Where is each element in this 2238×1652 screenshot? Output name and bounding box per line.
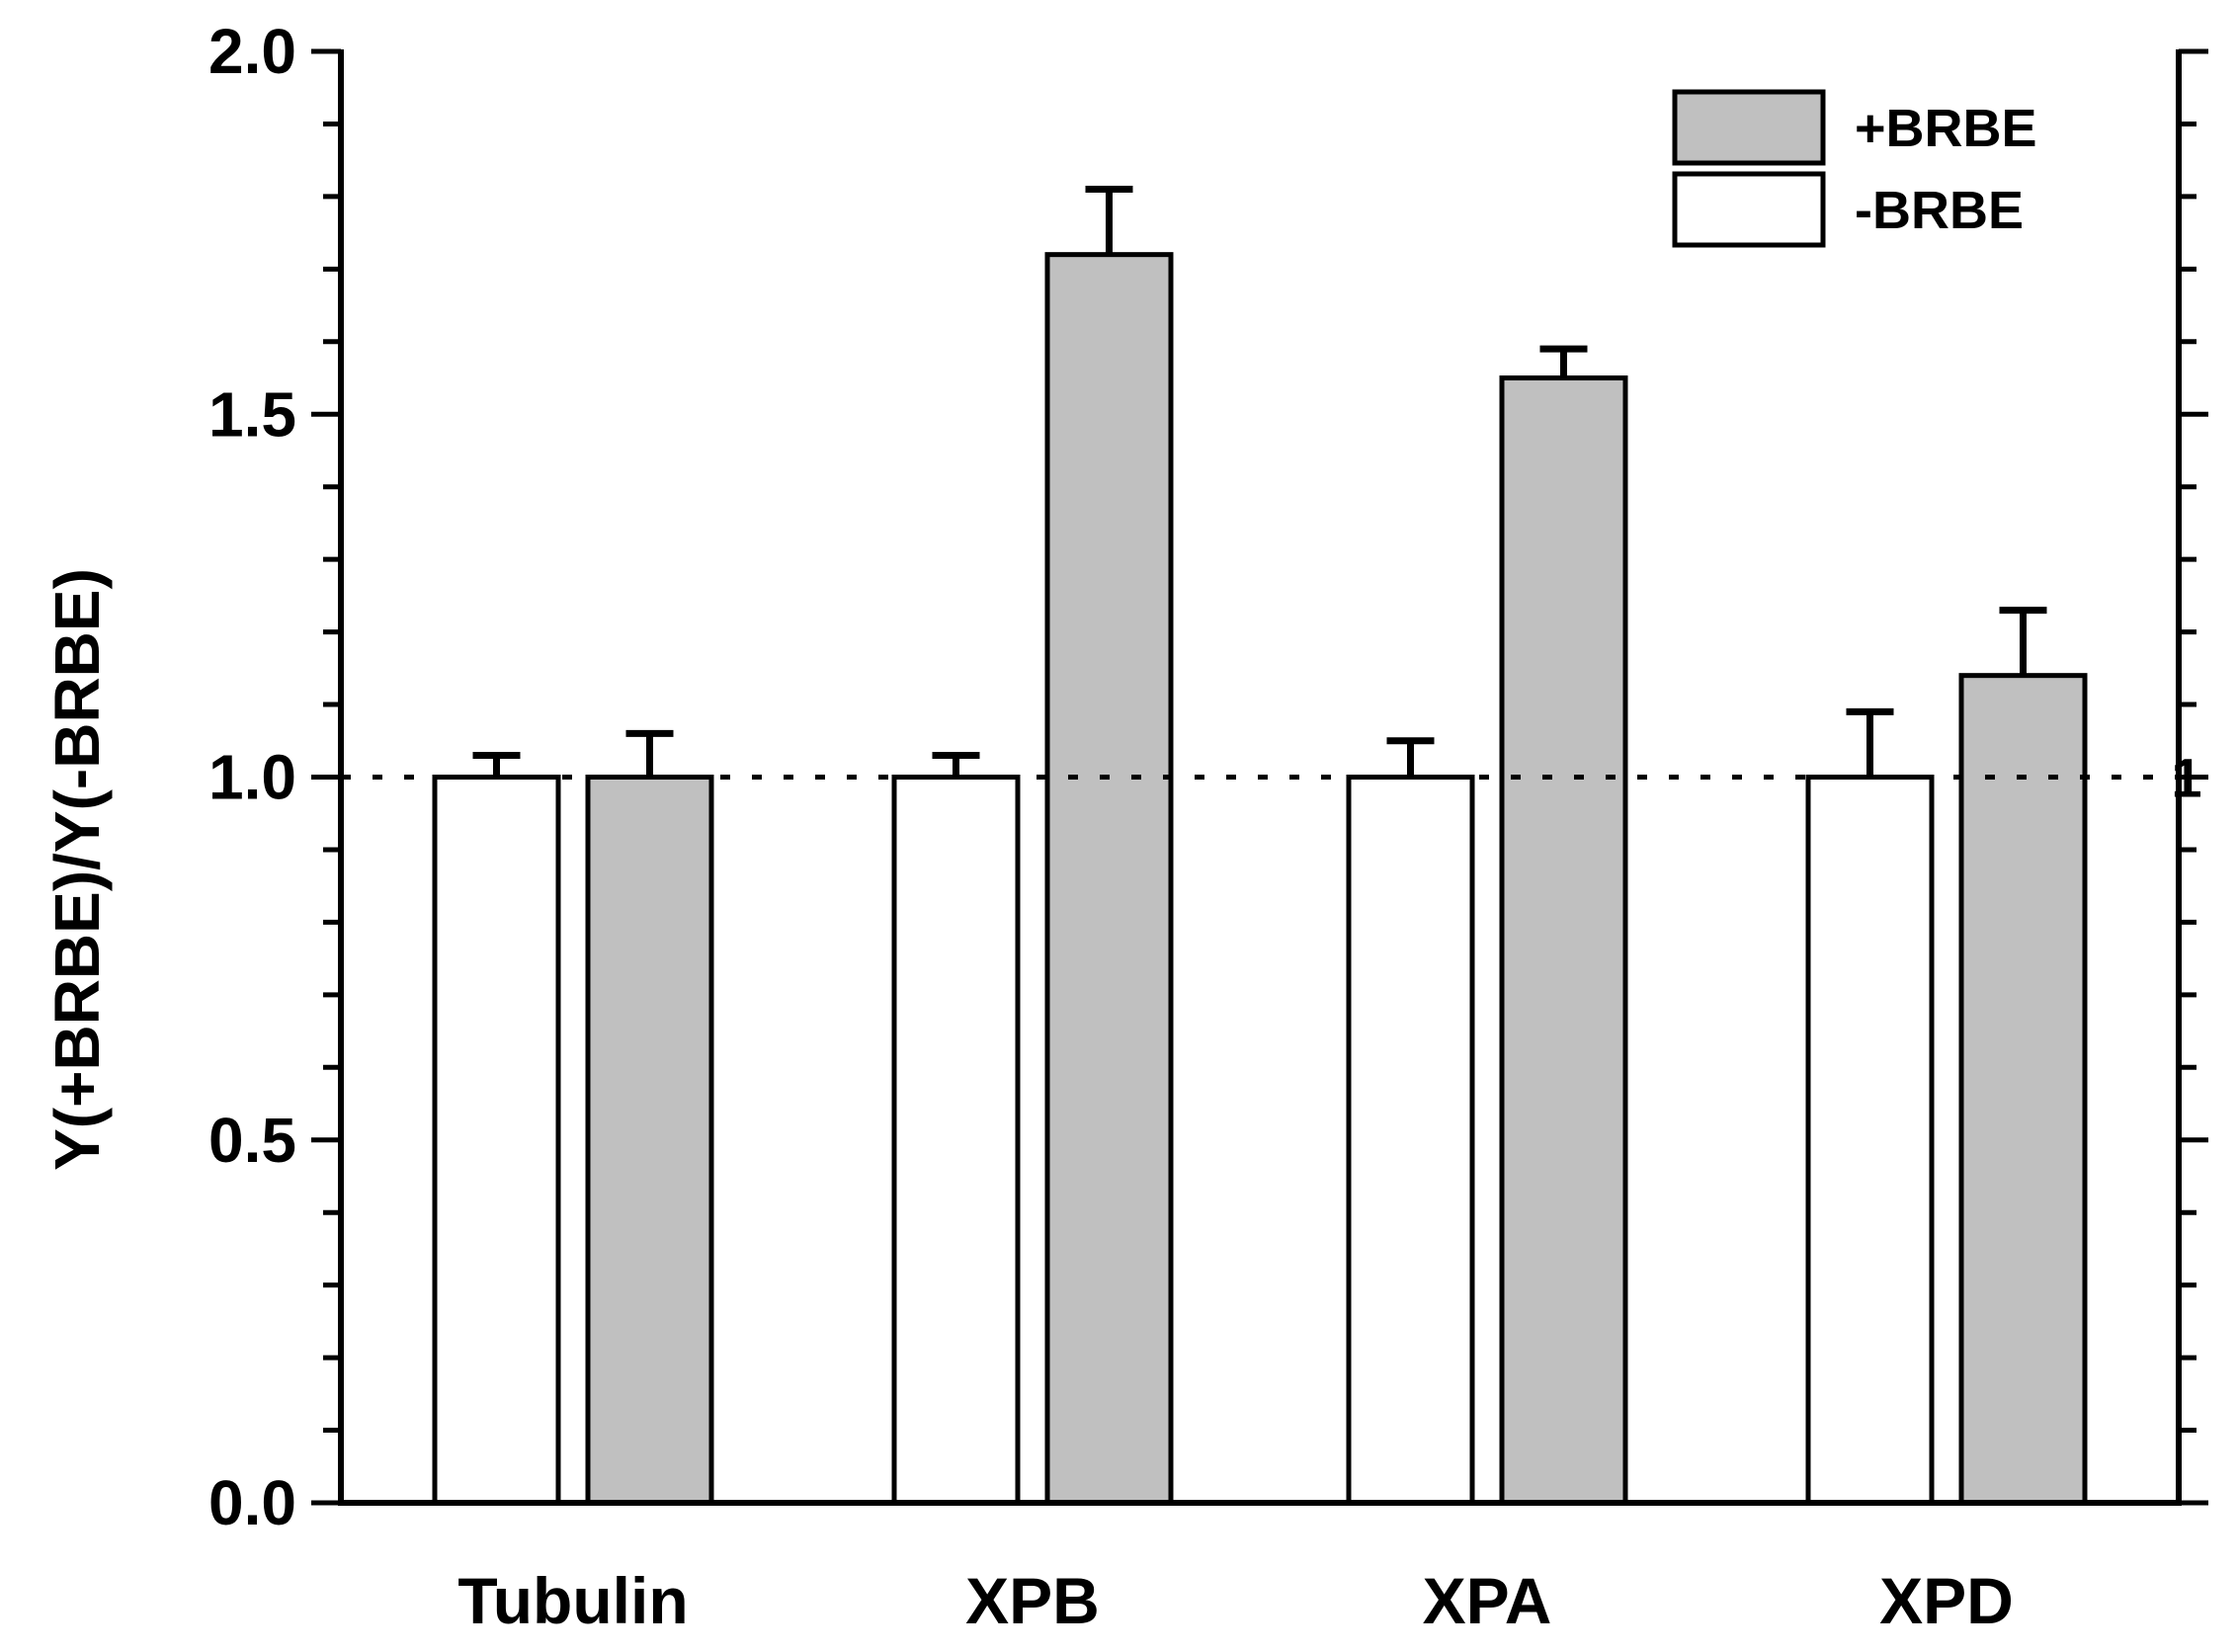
bar-brbe-xpa — [1346, 775, 1475, 1506]
y-ticks-layer: 0.0 0.5 1.0 1.5 2.0 — [208, 16, 2208, 1538]
x-category-labels: Tubulin XPB XPA XPD — [457, 1564, 2014, 1637]
bar-brbe-tubulin — [432, 775, 561, 1506]
y-tick-label-0.0: 0.0 — [208, 1467, 296, 1538]
legend: +BRBE -BRBE — [1672, 89, 2037, 248]
y-tick-label-2.0: 2.0 — [208, 16, 296, 87]
bar-brbe-xpb — [1044, 252, 1174, 1506]
legend-label-plus-brbe: +BRBE — [1855, 99, 2037, 158]
y-tick-label-0.5: 0.5 — [208, 1105, 296, 1176]
y-tick-label-1.5: 1.5 — [208, 378, 296, 450]
bar-brbe-tubulin — [585, 775, 714, 1506]
bars-layer — [432, 186, 2088, 1506]
legend-label-minus-brbe: -BRBE — [1855, 181, 2024, 240]
legend-swatch-brbe-plus — [1672, 89, 1826, 166]
x-category-label-xpb: XPB — [965, 1564, 1100, 1637]
x-category-label-tubulin: Tubulin — [457, 1564, 688, 1637]
y-axis-title: Y(+BRBE)/Y(-BRBE) — [41, 568, 113, 1171]
x-category-label-xpd: XPD — [1879, 1564, 2014, 1637]
legend-swatch-brbe-minus — [1672, 171, 1826, 248]
bar-brbe-xpb — [891, 775, 1021, 1506]
y-tick-label-1.0: 1.0 — [208, 742, 296, 813]
x-category-label-xpa: XPA — [1423, 1564, 1552, 1637]
bar-brbe-xpd — [1958, 673, 2088, 1506]
bar-brbe-xpd — [1805, 775, 1935, 1506]
bar-brbe-xpa — [1499, 375, 1628, 1506]
